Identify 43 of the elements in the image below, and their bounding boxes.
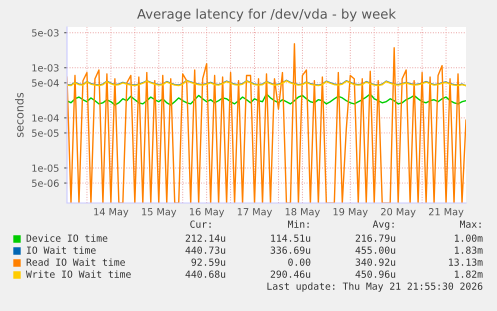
text: 455.00u	[356, 246, 396, 254]
y-tick-label: 5e-05	[32, 129, 59, 137]
x-tick-label: 15 May	[142, 208, 176, 218]
text: 0.00	[288, 258, 310, 266]
x-tick-label: 14 May	[94, 208, 128, 218]
y-tick-label: 5e-04	[32, 79, 59, 87]
text: Avg:	[372, 220, 394, 230]
text: Cur:	[190, 220, 211, 228]
legend-label: Device IO time	[26, 234, 108, 242]
text: 290.46u	[270, 270, 310, 278]
y-axis-title: seconds	[15, 92, 24, 138]
text: 13.13m	[449, 258, 483, 266]
x-tick-label: 17 May	[238, 208, 272, 218]
text: 440.68u	[186, 270, 226, 278]
x-tick-label: 21 May	[428, 208, 464, 218]
text: 114.51u	[271, 234, 310, 242]
text: 440.73u	[186, 246, 226, 254]
text: Min:	[288, 220, 309, 228]
text: Max:	[460, 220, 481, 228]
y-tick-label: 1e-03	[32, 64, 59, 72]
legend-label: Read IO Wait time	[26, 258, 125, 266]
chart-title: Average latency for /dev/vda - by week	[137, 8, 396, 22]
y-tick-label: 5e-06	[32, 180, 59, 187]
text: 92.59u	[191, 258, 226, 266]
text: 212.14u	[186, 234, 226, 242]
x-tick-label: 20 May	[381, 208, 416, 218]
text: 216.79u	[356, 234, 396, 242]
y-tick-label: 1e-05	[32, 164, 59, 172]
text: 450.96u	[356, 270, 396, 278]
legend-label: Write IO Wait time	[26, 270, 131, 278]
legend-label: IO Wait time	[26, 246, 96, 254]
y-tick-label: 1e-04	[32, 114, 59, 122]
text: 340.92u	[356, 258, 396, 266]
text: 1.82m	[454, 270, 483, 278]
x-tick-label: 16 May	[190, 208, 224, 218]
x-tick-label: 19 May	[334, 208, 368, 218]
y-tick-label: 5e-03	[32, 29, 59, 37]
x-tick-label: 18 May	[286, 208, 320, 218]
line-series	[67, 93, 466, 106]
text: 336.69u	[270, 246, 310, 254]
text: 1.00m	[454, 234, 483, 242]
text: 1.83m	[454, 246, 483, 254]
text: Last update: Thu May 21 21:55:30 2026	[267, 282, 482, 292]
